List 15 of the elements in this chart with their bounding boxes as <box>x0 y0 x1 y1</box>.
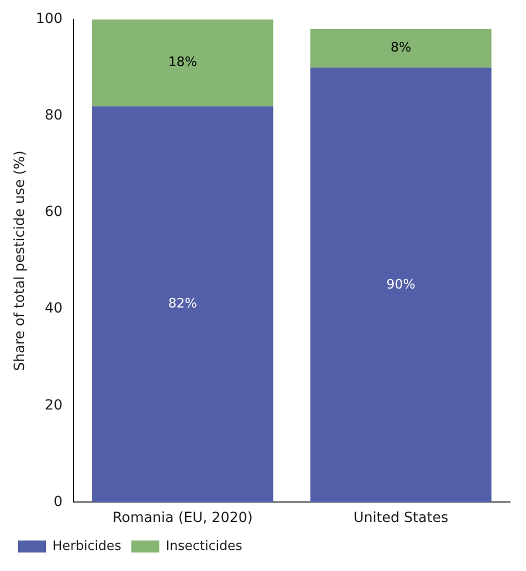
data-label: 8% <box>390 40 412 56</box>
legend-label: Herbicides <box>52 538 122 554</box>
y-tick-label: 0 <box>54 494 63 510</box>
legend-label: Insecticides <box>166 538 242 554</box>
y-axis-title: Share of total pesticide use (%) <box>12 150 28 372</box>
data-label: 82% <box>168 296 198 312</box>
x-tick-label: Romania (EU, 2020) <box>112 510 253 526</box>
x-tick-label: United States <box>353 510 448 526</box>
y-tick-label: 100 <box>36 11 63 28</box>
y-tick-label: 20 <box>44 397 63 414</box>
y-tick-label: 40 <box>44 300 63 317</box>
data-label: 90% <box>386 277 416 292</box>
y-tick-label: 60 <box>44 204 63 220</box>
y-tick-label: 80 <box>44 108 63 124</box>
data-label: 18% <box>168 55 198 70</box>
